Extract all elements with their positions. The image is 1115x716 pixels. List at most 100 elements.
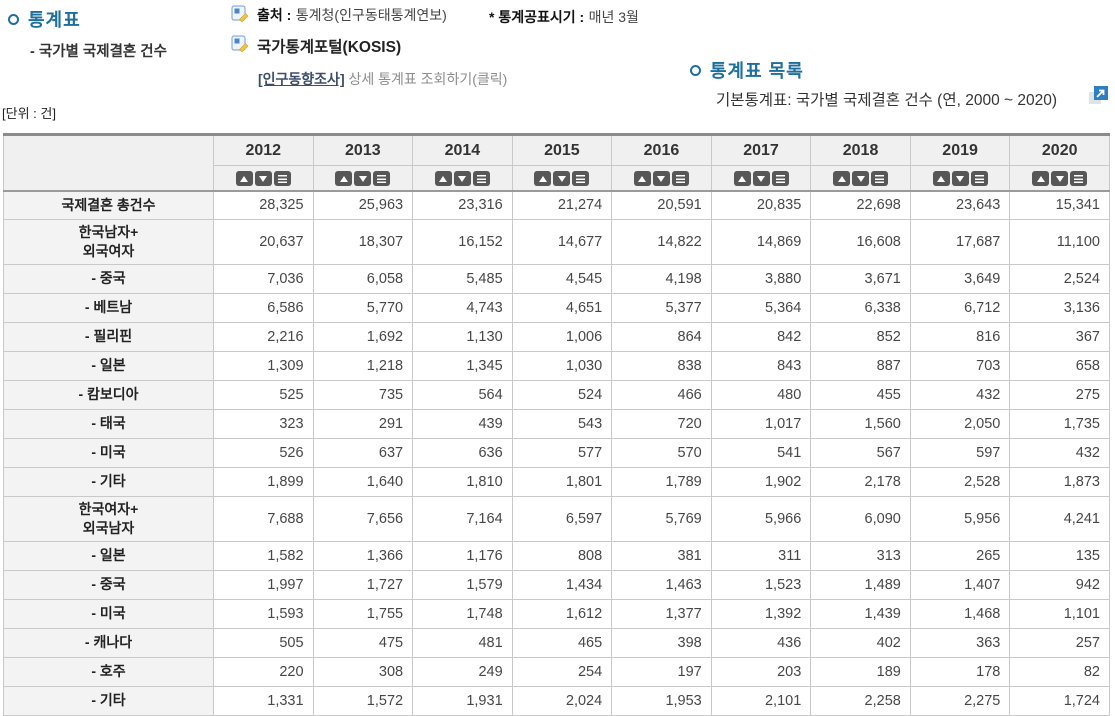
row-label: - 캄보디아 — [3, 379, 214, 410]
sort-controls-cell — [511, 165, 613, 192]
value-cell: 636 — [412, 437, 513, 468]
value-cell: 5,769 — [611, 495, 712, 542]
value-cell: 1,377 — [611, 598, 712, 629]
value-cell: 2,524 — [1009, 263, 1110, 294]
value-cell: 432 — [1009, 437, 1110, 468]
value-cell: 658 — [1009, 350, 1110, 381]
value-cell: 313 — [810, 540, 911, 571]
value-cell: 381 — [611, 540, 712, 571]
column-menu-button[interactable] — [871, 171, 889, 187]
sort-desc-button[interactable] — [652, 171, 670, 187]
value-cell: 6,712 — [909, 292, 1011, 323]
row-label: 한국남자+ 외국여자 — [3, 219, 214, 265]
value-cell: 1,331 — [213, 685, 314, 716]
sort-asc-button[interactable] — [733, 171, 751, 187]
value-cell: 367 — [1009, 321, 1110, 352]
row-label: - 중국 — [3, 569, 214, 600]
value-cell: 1,724 — [1009, 685, 1110, 716]
column-menu-button[interactable] — [970, 171, 988, 187]
value-cell: 570 — [611, 437, 712, 468]
value-cell: 466 — [611, 379, 712, 410]
table-list-title-text: 통계표 목록 — [710, 61, 804, 81]
value-cell: 189 — [810, 656, 911, 687]
value-cell: 1,640 — [312, 466, 414, 497]
value-cell: 220 — [213, 656, 314, 687]
survey-line: [인구동향조사] 상세 통계표 조회하기(클릭) — [258, 69, 507, 89]
column-menu-button[interactable] — [671, 171, 689, 187]
survey-link[interactable]: [인구동향조사] — [258, 71, 345, 87]
sort-asc-button[interactable] — [434, 171, 452, 187]
sort-desc-button[interactable] — [453, 171, 471, 187]
value-cell: 3,671 — [810, 263, 911, 294]
value-cell: 1,873 — [1009, 466, 1110, 497]
value-cell: 942 — [1009, 569, 1110, 600]
value-cell: 852 — [810, 321, 911, 352]
sort-desc-icon — [1055, 175, 1064, 182]
value-cell: 3,136 — [1009, 292, 1110, 323]
sort-desc-icon — [657, 175, 666, 182]
column-menu-icon — [1074, 174, 1084, 183]
value-cell: 363 — [909, 627, 1011, 658]
sort-asc-button[interactable] — [932, 171, 950, 187]
table-row: - 미국 526 637 636 577 570 541 567 597 432 — [3, 437, 1110, 468]
value-cell: 398 — [611, 627, 712, 658]
value-cell: 14,869 — [710, 219, 812, 265]
value-cell: 564 — [412, 379, 513, 410]
value-cell: 816 — [909, 321, 1011, 352]
sort-asc-button[interactable] — [833, 171, 851, 187]
sort-desc-button[interactable] — [354, 171, 372, 187]
open-new-window-icon[interactable] — [1089, 86, 1108, 105]
table-row: - 기타 1,899 1,640 1,810 1,801 1,789 1,902 2,178 2… — [3, 466, 1110, 497]
sort-desc-icon — [458, 175, 467, 182]
sort-desc-button[interactable] — [951, 171, 969, 187]
column-menu-button[interactable] — [771, 171, 789, 187]
sort-desc-button[interactable] — [1051, 171, 1069, 187]
value-cell: 1,366 — [312, 540, 414, 571]
value-cell: 2,050 — [909, 408, 1011, 439]
sort-asc-icon — [538, 175, 547, 182]
value-cell: 23,316 — [412, 190, 513, 220]
kosis-portal-link[interactable]: 국가통계포털(KOSIS) — [257, 39, 402, 56]
page-title: 통계표 — [8, 6, 81, 32]
year-header: 2019 — [909, 134, 1011, 166]
table-row: - 기타 1,331 1,572 1,931 2,024 1,953 2,101 2,258 2… — [3, 685, 1110, 716]
sort-asc-button[interactable] — [1032, 171, 1050, 187]
value-cell: 597 — [909, 437, 1011, 468]
row-label: - 미국 — [3, 598, 214, 629]
sort-asc-button[interactable] — [534, 171, 552, 187]
sort-asc-button[interactable] — [235, 171, 253, 187]
value-cell: 1,579 — [412, 569, 513, 600]
sort-asc-button[interactable] — [633, 171, 651, 187]
column-menu-button[interactable] — [273, 171, 291, 187]
sort-desc-icon — [757, 175, 765, 182]
page-title-text: 통계표 — [28, 10, 81, 30]
value-cell: 1,593 — [213, 598, 314, 629]
column-menu-button[interactable] — [373, 171, 391, 187]
sort-desc-button[interactable] — [254, 171, 272, 187]
column-menu-button[interactable] — [572, 171, 590, 187]
value-cell: 5,956 — [909, 495, 1011, 542]
sort-asc-button[interactable] — [335, 171, 353, 187]
value-cell: 4,545 — [511, 263, 613, 294]
value-cell: 1,006 — [511, 321, 613, 352]
value-cell: 465 — [511, 627, 613, 658]
column-menu-button[interactable] — [1070, 171, 1088, 187]
sort-desc-icon — [856, 175, 865, 182]
year-header: 2015 — [511, 134, 613, 166]
value-cell: 11,100 — [1009, 219, 1110, 265]
sort-desc-button[interactable] — [553, 171, 571, 187]
section-circle-icon — [690, 64, 701, 76]
row-label: - 태국 — [3, 408, 214, 439]
value-cell: 1,902 — [710, 466, 812, 497]
survey-link-suffix: 상세 통계표 조회하기(클릭) — [344, 71, 508, 87]
sort-desc-button[interactable] — [852, 171, 870, 187]
year-header: 2013 — [312, 134, 414, 166]
sort-desc-icon — [956, 175, 965, 182]
sort-desc-icon — [259, 175, 268, 182]
sort-desc-button[interactable] — [752, 171, 770, 187]
value-cell: 735 — [312, 379, 414, 410]
value-cell: 703 — [909, 350, 1011, 381]
column-menu-button[interactable] — [472, 171, 490, 187]
column-menu-icon — [476, 174, 486, 183]
value-cell: 18,307 — [312, 219, 414, 265]
